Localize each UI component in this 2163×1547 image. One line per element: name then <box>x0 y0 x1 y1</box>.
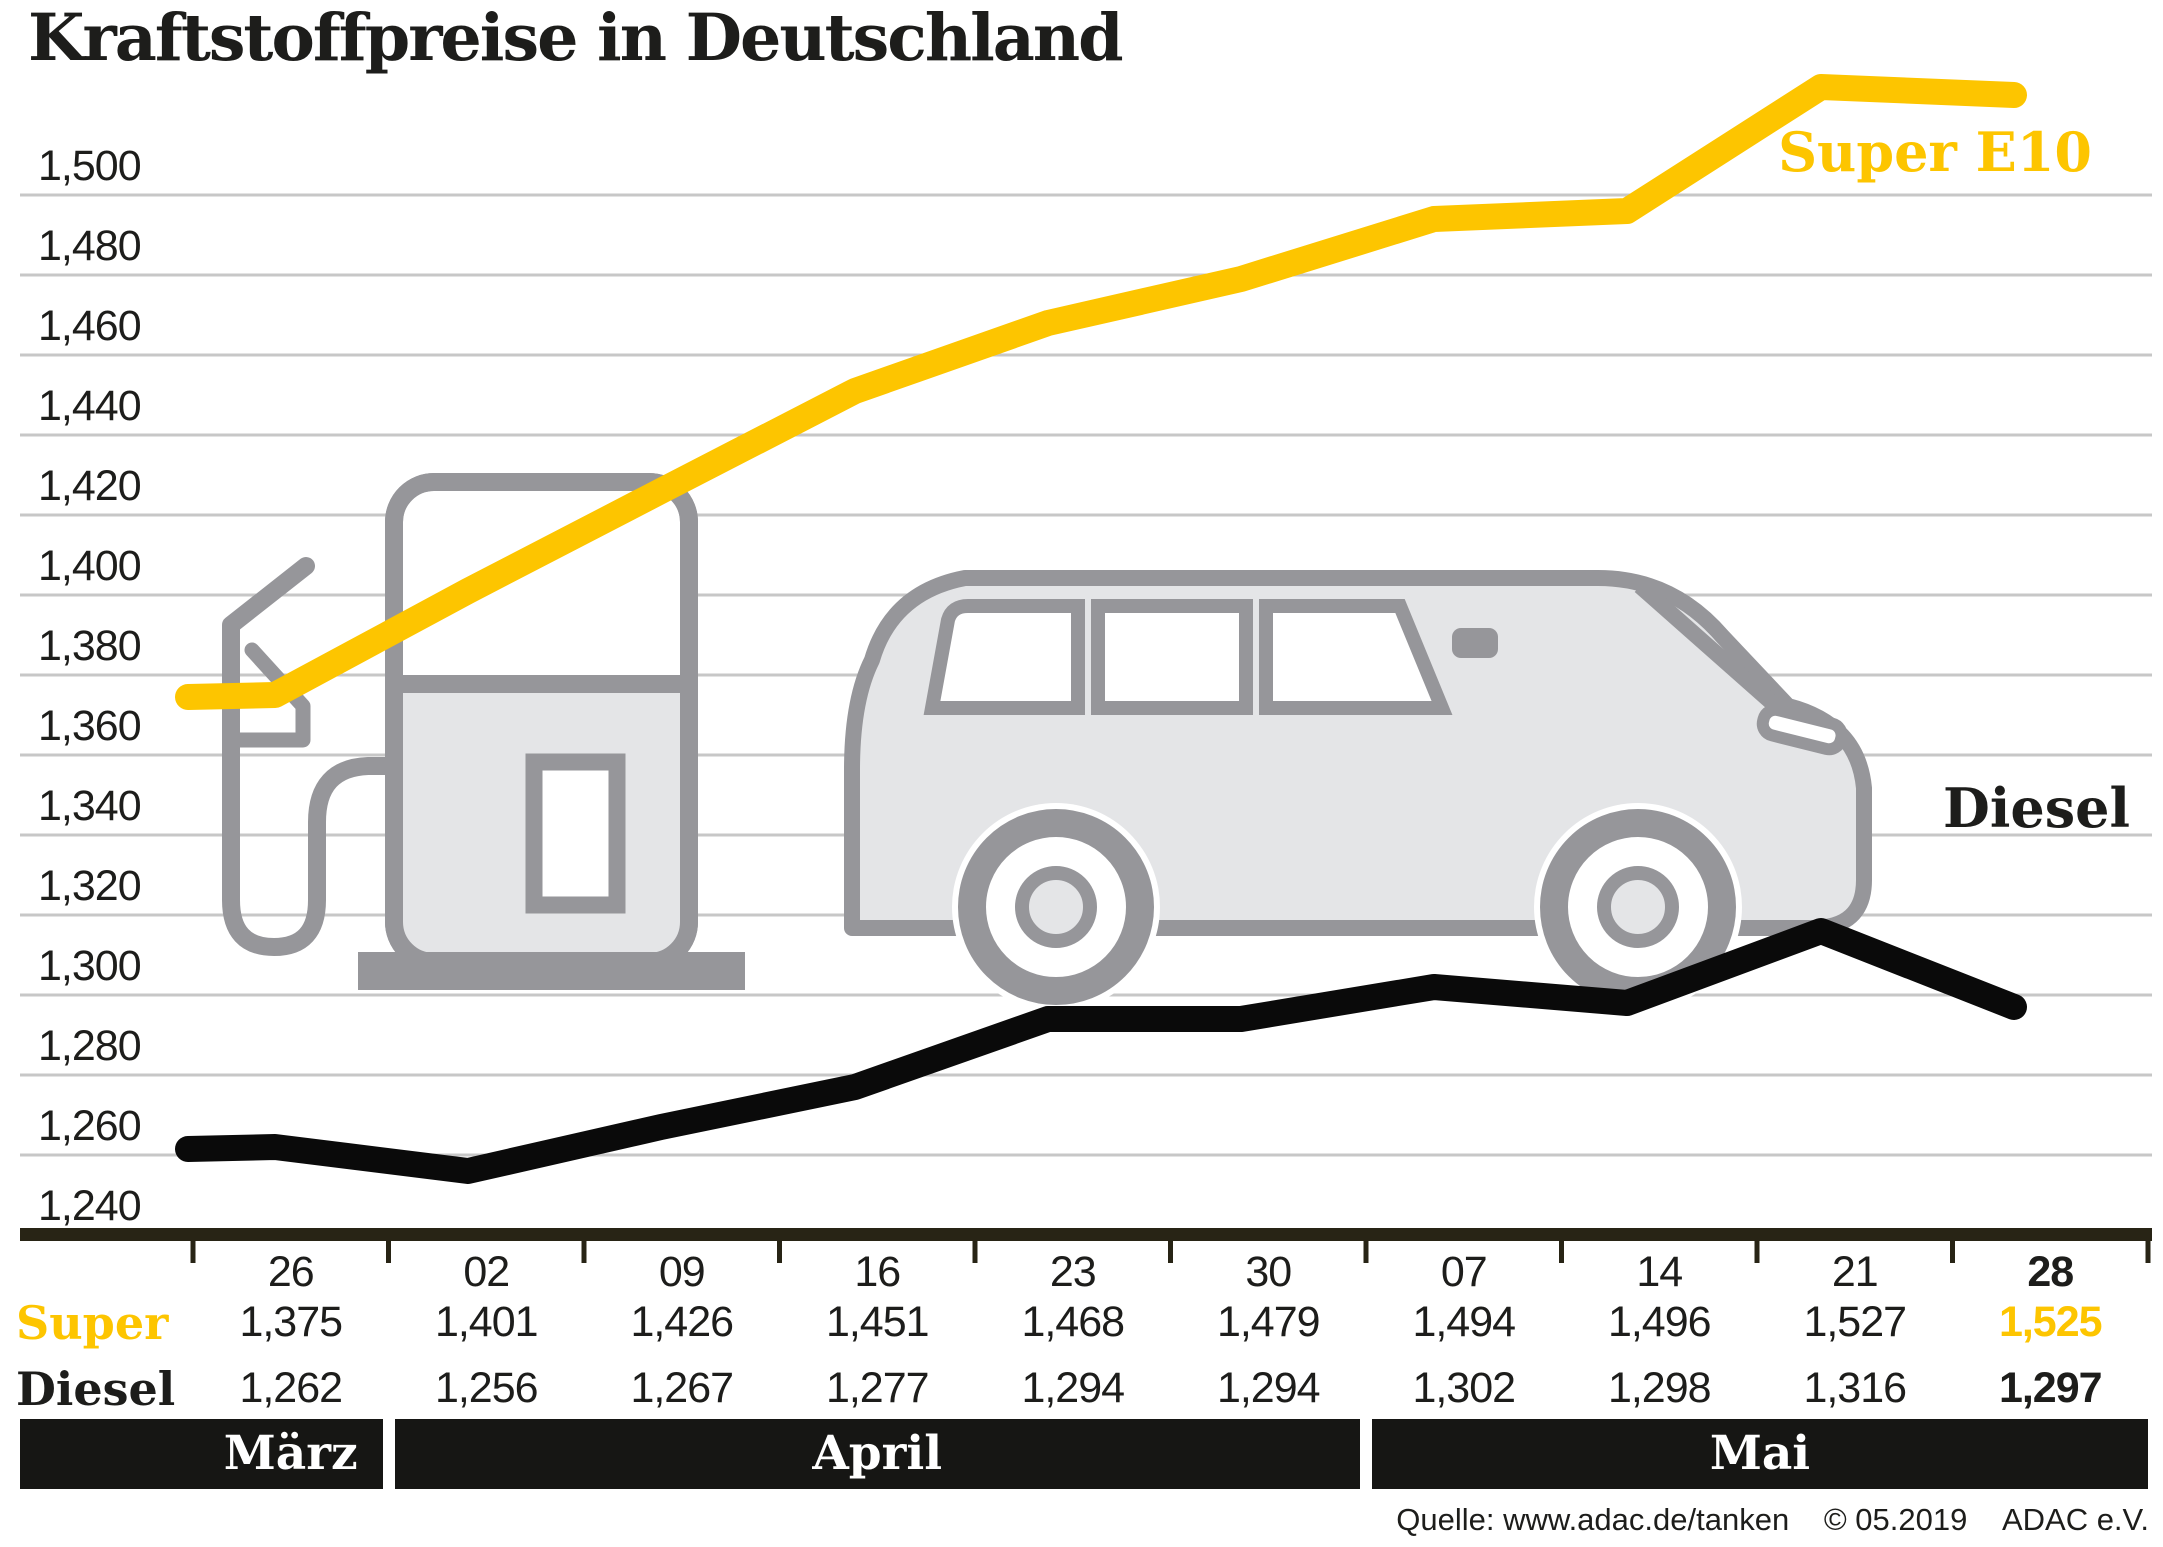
table-cell: 21 <box>1831 1248 1879 1296</box>
super-e10-line-label: Super E10 <box>1778 120 2092 184</box>
table-cell: 1,426 <box>630 1298 734 1346</box>
y-axis-label: 1,500 <box>38 142 142 190</box>
source-quelle: Quelle: www.adac.de/tanken <box>1396 1502 1790 1537</box>
month-band-label: April <box>812 1426 943 1481</box>
table-cell: 14 <box>1636 1248 1683 1296</box>
table-cell: 1,267 <box>630 1364 734 1412</box>
month-band <box>20 1419 383 1489</box>
car-illustration <box>844 570 1872 1011</box>
page-title: Kraftstoffpreise in Deutschland <box>28 0 1124 76</box>
table-cell: 1,256 <box>434 1364 539 1412</box>
month-band <box>1372 1419 2148 1489</box>
y-axis-label: 1,280 <box>38 1022 142 1070</box>
table-cell: 02 <box>463 1248 510 1296</box>
fuel-pump-illustration <box>222 473 745 990</box>
table-cell: 1,277 <box>825 1364 930 1412</box>
table-cell: 09 <box>658 1248 706 1296</box>
source-org: ADAC e.V. <box>2001 1502 2149 1537</box>
table-cell: 1,525 <box>1998 1298 2103 1346</box>
table-cell: 1,294 <box>1021 1364 1125 1412</box>
table-cell: 1,496 <box>1607 1298 1712 1346</box>
y-axis-label: 1,440 <box>38 382 142 430</box>
table-cell: 23 <box>1049 1248 1097 1296</box>
y-axis-label: 1,340 <box>38 782 142 830</box>
table-cell: 1,316 <box>1803 1364 1907 1412</box>
table-cell: 1,297 <box>1998 1364 2103 1412</box>
table-cell: 1,294 <box>1216 1364 1321 1412</box>
table-cell: 1,262 <box>239 1364 343 1412</box>
table-cell: 1,401 <box>434 1298 539 1346</box>
y-axis-label: 1,400 <box>38 542 142 590</box>
super-e10-line <box>175 74 2027 710</box>
y-axis-label: 1,240 <box>38 1182 142 1230</box>
table-cell: 16 <box>854 1248 901 1296</box>
table-cell: 1,451 <box>825 1298 930 1346</box>
table-cell: 1,468 <box>1021 1298 1125 1346</box>
y-axis-label: 1,420 <box>38 462 142 510</box>
diesel-line-label: Diesel <box>1943 776 2130 840</box>
y-axis-label: 1,380 <box>38 622 142 670</box>
y-axis-label: 1,480 <box>38 222 142 270</box>
month-band-label: März <box>223 1426 358 1481</box>
table-cell: 1,298 <box>1607 1364 1712 1412</box>
table-cell: 07 <box>1440 1248 1488 1296</box>
x-axis-line <box>20 1228 2152 1241</box>
y-axis-label: 1,360 <box>38 702 142 750</box>
rear-wheel <box>952 803 1160 1011</box>
x-axis-ticks <box>190 1241 2151 1263</box>
table-cell: 1,479 <box>1216 1298 1321 1346</box>
month-band <box>394 1419 1360 1489</box>
diesel-line <box>175 918 2027 1184</box>
y-axis-label: 1,460 <box>38 302 142 350</box>
y-axis-label: 1,320 <box>38 862 142 910</box>
month-band-label: Mai <box>1709 1426 1811 1481</box>
source-note: Quelle: www.adac.de/tanken © 05.2019 ADA… <box>1396 1502 2149 1538</box>
y-axis-label: 1,300 <box>38 942 142 990</box>
table-cell: 28 <box>2027 1248 2074 1296</box>
table-cell: 1,494 <box>1412 1298 1516 1346</box>
table-cell: 30 <box>1245 1248 1292 1296</box>
table-cell: 1,302 <box>1412 1364 1516 1412</box>
table-cell: 1,527 <box>1803 1298 1907 1346</box>
source-copyright: © 05.2019 <box>1823 1502 1968 1537</box>
table-cell: 26 <box>267 1248 315 1296</box>
super-row-label: Super <box>16 1296 169 1350</box>
table-cell: 1,375 <box>239 1298 343 1346</box>
y-axis-label: 1,260 <box>38 1102 142 1150</box>
diesel-row-label: Diesel <box>16 1362 176 1416</box>
